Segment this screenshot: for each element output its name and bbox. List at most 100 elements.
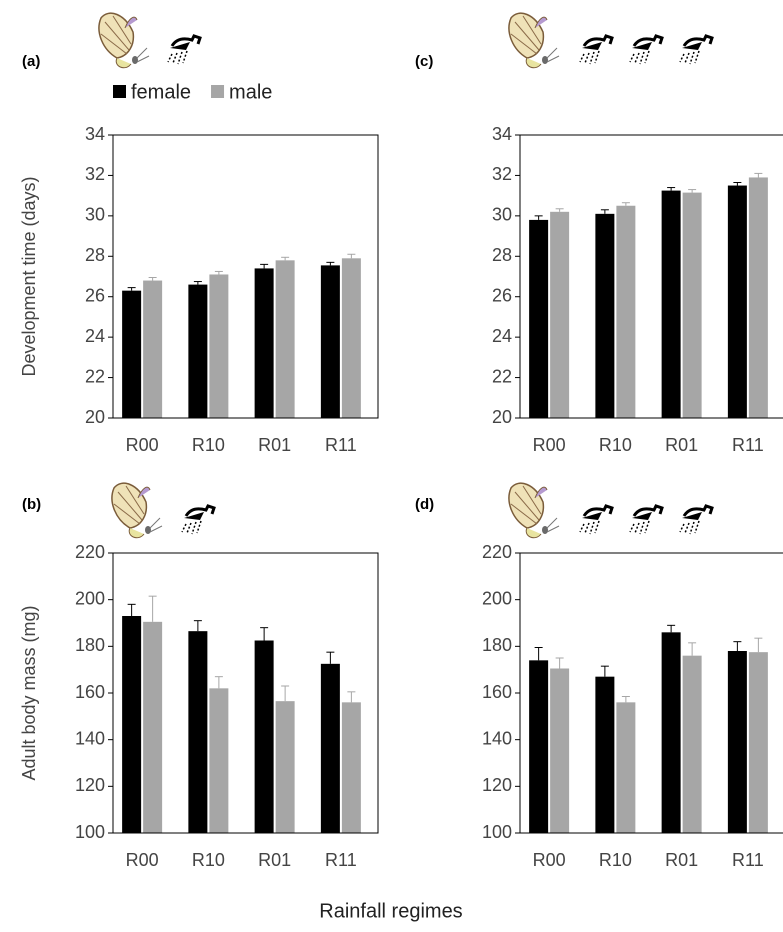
y-tick-label: 28 [492, 245, 512, 265]
error-bar [128, 604, 136, 616]
bar [728, 651, 747, 833]
icon-shower [680, 36, 712, 64]
y-tick-label: 22 [85, 366, 105, 386]
icon-shower [680, 506, 712, 534]
y-tick-label: 220 [75, 542, 105, 562]
error-bar [347, 254, 355, 258]
icon-shower [630, 36, 662, 64]
bar [749, 652, 768, 833]
icon-shower [580, 506, 612, 534]
y-tick-label: 32 [85, 164, 105, 184]
y-tick-label: 20 [492, 407, 512, 427]
panel-label: (b) [22, 496, 41, 513]
error-bar [215, 271, 223, 274]
bar [276, 701, 295, 833]
x-tick-label: R00 [126, 850, 159, 870]
x-tick-label: R10 [192, 435, 225, 455]
panel-label: (a) [22, 53, 40, 70]
error-bar [556, 209, 564, 212]
panel-label: (c) [415, 53, 433, 70]
icon-butterfly [509, 483, 559, 538]
error-bar [601, 666, 609, 677]
x-tick-label: R00 [533, 850, 566, 870]
y-tick-label: 200 [482, 588, 512, 608]
error-bar [688, 643, 696, 656]
error-bar [281, 257, 289, 260]
legend-swatch [113, 85, 126, 98]
y-axis-title: Adult body mass (mg) [19, 605, 39, 780]
error-bar [326, 262, 334, 265]
error-bar [326, 652, 334, 664]
page: {"xlabel": "Rainfall regimes", "chart_da… [0, 0, 783, 932]
figure: Rainfall regimes (a) 20 22 24 26 28 30 32 34 Deve… [0, 0, 783, 932]
error-bar [667, 625, 675, 632]
bar [276, 260, 295, 418]
y-tick-label: 120 [75, 775, 105, 795]
error-bar [601, 210, 609, 214]
x-tick-label: R01 [258, 850, 291, 870]
error-bar [622, 203, 630, 206]
y-tick-label: 30 [492, 205, 512, 225]
y-tick-label: 180 [75, 635, 105, 655]
y-tick-label: 20 [85, 407, 105, 427]
error-bar [260, 264, 268, 268]
error-bar [667, 188, 675, 191]
y-tick-label: 120 [482, 775, 512, 795]
error-bar [688, 190, 696, 193]
y-tick-label: 180 [482, 635, 512, 655]
y-tick-label: 220 [482, 542, 512, 562]
bar [662, 191, 681, 418]
error-bar [535, 648, 543, 661]
bar [255, 268, 274, 418]
bar [209, 274, 228, 418]
x-tick-label: R10 [599, 435, 632, 455]
icon-butterfly [112, 483, 162, 538]
bar [143, 622, 162, 833]
bar [595, 214, 614, 418]
icon-shower [182, 506, 214, 534]
icon-shower [630, 506, 662, 534]
icon-shower [168, 36, 200, 64]
x-tick-label: R11 [325, 850, 357, 870]
error-bar [622, 697, 630, 703]
bar [550, 212, 569, 418]
x-tick-label: R00 [126, 435, 159, 455]
bar [616, 206, 635, 418]
error-bar [754, 173, 762, 177]
x-tick-label: R11 [732, 850, 764, 870]
error-bar [260, 628, 268, 641]
bar [188, 631, 207, 833]
y-tick-label: 26 [85, 285, 105, 305]
y-tick-label: 160 [75, 682, 105, 702]
y-tick-label: 34 [492, 124, 512, 144]
y-tick-label: 100 [75, 822, 105, 842]
bar [122, 616, 141, 833]
error-bar [556, 658, 564, 669]
bar [529, 220, 548, 418]
error-bar [347, 692, 355, 703]
error-bar [535, 216, 543, 220]
y-tick-label: 24 [85, 326, 105, 346]
icon-shower [580, 36, 612, 64]
bar [342, 702, 361, 833]
bar [321, 265, 340, 418]
bar [342, 258, 361, 418]
bar [683, 193, 702, 418]
legend-label: female [131, 81, 191, 103]
y-tick-label: 32 [492, 164, 512, 184]
x-axis-title: Rainfall regimes [319, 900, 462, 922]
x-tick-label: R11 [732, 435, 764, 455]
x-tick-label: R10 [599, 850, 632, 870]
error-bar [149, 278, 157, 281]
bar [143, 281, 162, 418]
y-tick-label: 160 [482, 682, 512, 702]
bar [321, 664, 340, 833]
icon-butterfly [99, 13, 149, 68]
bar [662, 632, 681, 833]
bar [683, 656, 702, 833]
x-tick-label: R00 [533, 435, 566, 455]
bar [728, 186, 747, 418]
y-axis-title: Development time (days) [19, 176, 39, 376]
error-bar [128, 288, 136, 291]
y-tick-label: 26 [492, 285, 512, 305]
